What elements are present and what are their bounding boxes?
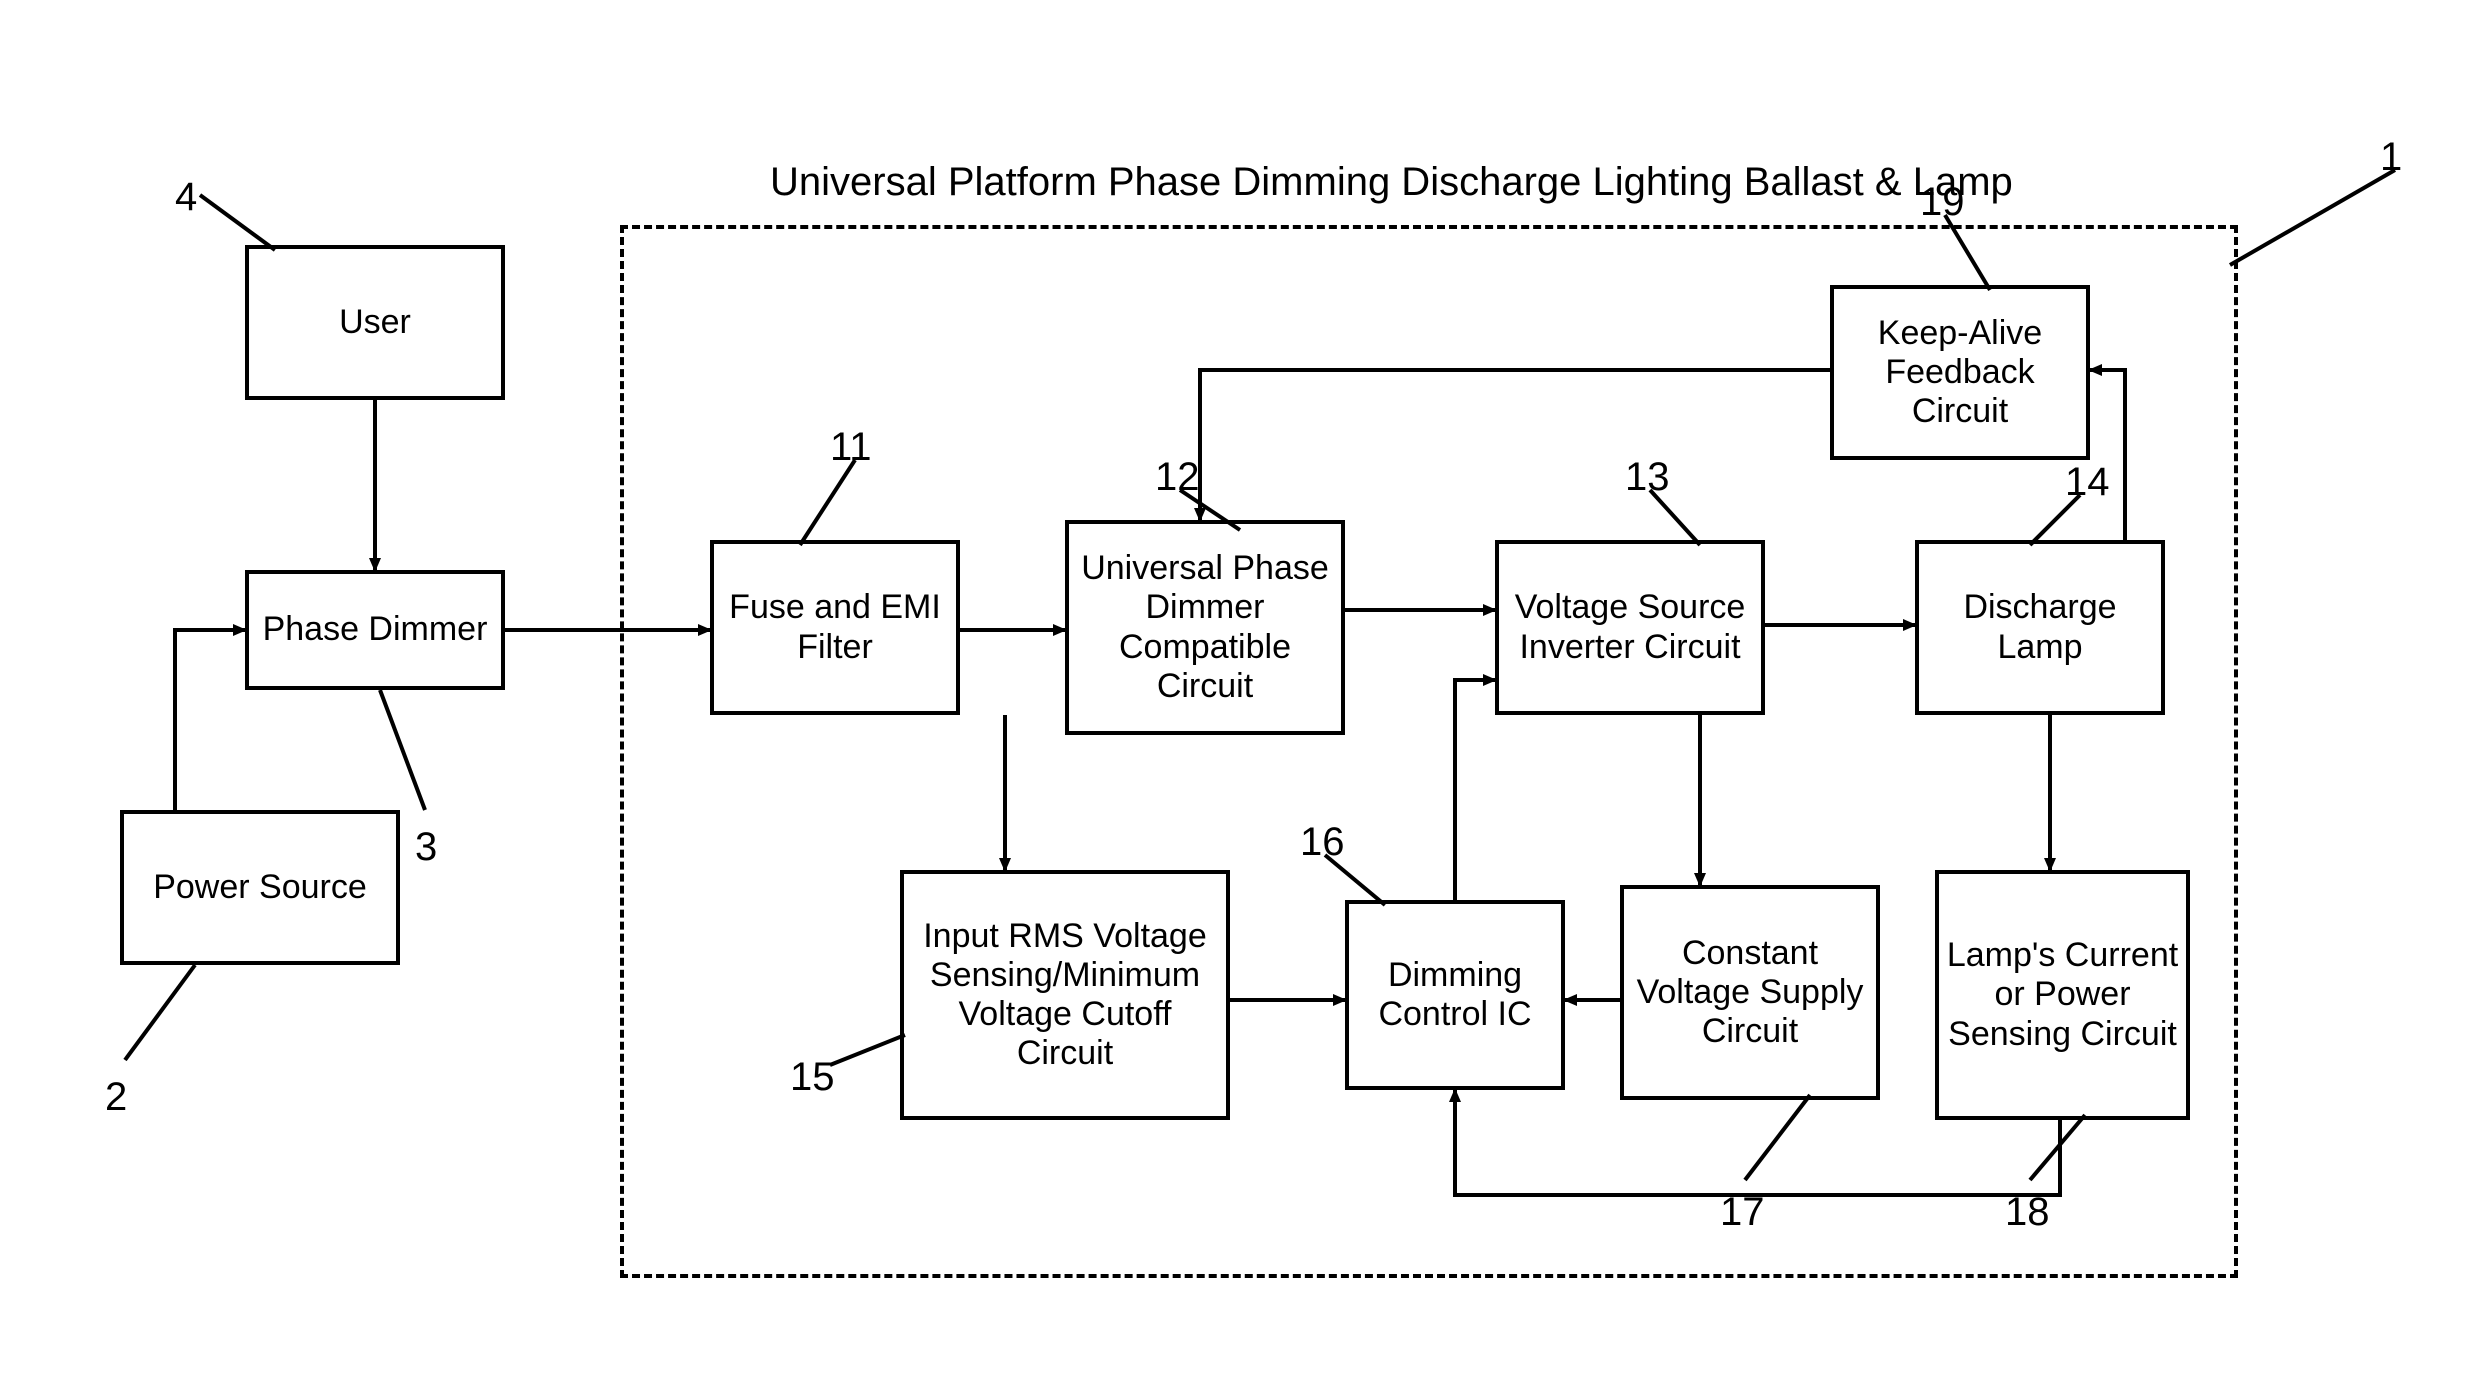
leader-lead-11 xyxy=(800,460,855,545)
leader-lead-14 xyxy=(2030,495,2080,545)
leader-lead-16 xyxy=(1325,855,1385,905)
leader-lead-12 xyxy=(1180,490,1240,530)
arrow-kafc-to-upd xyxy=(1200,370,1830,520)
leader-lead-18 xyxy=(2030,1115,2085,1180)
arrow-lcs-to-dim xyxy=(1455,1090,2060,1195)
leader-lead-3 xyxy=(380,690,425,810)
leader-lead-1 xyxy=(2230,170,2395,265)
connections-layer xyxy=(0,0,2465,1381)
leader-lead-13 xyxy=(1650,490,1700,545)
leader-lead-15 xyxy=(830,1035,905,1065)
leader-lead-19 xyxy=(1945,215,1990,290)
arrow-lamp-to-kafc xyxy=(2090,370,2125,540)
leader-lead-17 xyxy=(1745,1095,1810,1180)
arrow-power-to-dimmer xyxy=(175,630,245,810)
leader-lead-4 xyxy=(200,195,275,250)
arrow-dim-to-vsi xyxy=(1455,680,1495,900)
leader-lead-2 xyxy=(125,965,195,1060)
